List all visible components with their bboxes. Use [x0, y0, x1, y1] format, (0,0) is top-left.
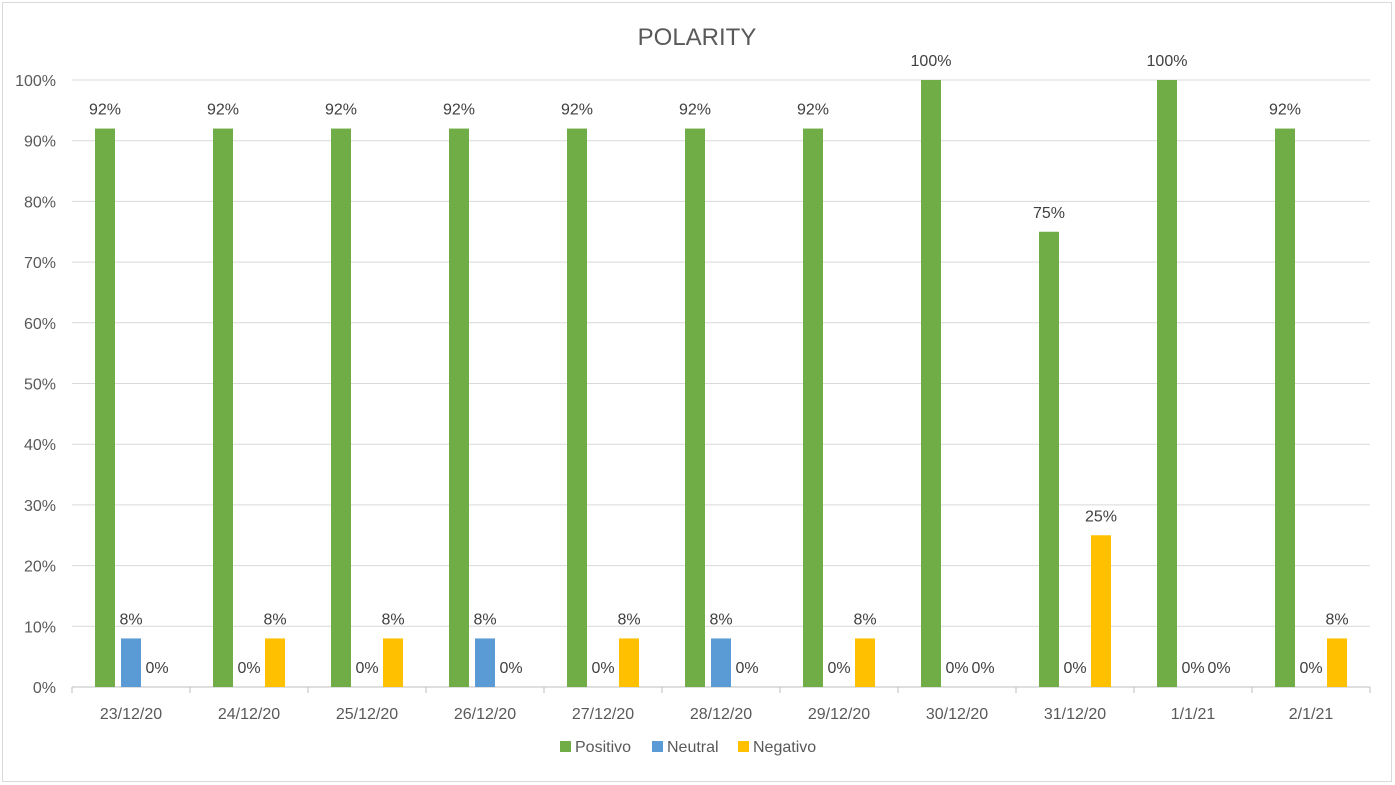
y-tick-label: 40% — [24, 437, 56, 454]
bar-negativo — [619, 638, 639, 687]
legend-item-neutral: Neutral — [652, 739, 719, 756]
bar-positivo — [331, 128, 351, 687]
data-label: 92% — [325, 102, 357, 119]
data-label: 0% — [237, 660, 260, 677]
bar-negativo — [1327, 638, 1347, 687]
data-label: 0% — [1063, 660, 1086, 677]
legend-label: Positivo — [575, 739, 631, 756]
data-labels: 92% 8% 0% 92% 0% 8% 92% 0% 8% 92% 8% 0% 92% 0% 8% 92% 8%… — [89, 53, 1349, 677]
data-label: 0% — [499, 660, 522, 677]
x-tick-label: 2/1/21 — [1289, 706, 1334, 723]
data-label: 92% — [1269, 102, 1301, 119]
y-tick-label: 20% — [24, 559, 56, 576]
x-tick-label: 30/12/20 — [926, 706, 988, 723]
x-tick-label: 24/12/20 — [218, 706, 280, 723]
x-tick-label: 29/12/20 — [808, 706, 870, 723]
y-tick-label: 100% — [15, 73, 56, 90]
legend-swatch — [560, 741, 571, 752]
data-label: 8% — [617, 611, 640, 628]
data-label: 92% — [207, 102, 239, 119]
data-label: 0% — [1181, 660, 1204, 677]
x-tick-label: 31/12/20 — [1044, 706, 1106, 723]
legend: Positivo Neutral Negativo — [560, 739, 816, 756]
y-tick-label: 30% — [24, 498, 56, 515]
bar-positivo — [1275, 128, 1295, 687]
data-label: 75% — [1033, 205, 1065, 222]
bar-positivo — [1157, 80, 1177, 687]
data-label: 8% — [853, 611, 876, 628]
data-label: 8% — [709, 611, 732, 628]
data-label: 100% — [1147, 53, 1188, 70]
data-label: 0% — [827, 660, 850, 677]
y-tick-label: 60% — [24, 316, 56, 333]
bar-neutral — [475, 638, 495, 687]
x-tick-label: 26/12/20 — [454, 706, 516, 723]
y-tick-label: 10% — [24, 619, 56, 636]
legend-item-negativo: Negativo — [738, 739, 816, 756]
bar-neutral — [121, 638, 141, 687]
data-label: 0% — [591, 660, 614, 677]
data-label: 0% — [945, 660, 968, 677]
data-label: 8% — [119, 611, 142, 628]
y-axis: 0% 10% 20% 30% 40% 50% 60% 70% 80% 90% 100% — [15, 73, 56, 697]
data-label: 0% — [1299, 660, 1322, 677]
y-tick-label: 0% — [33, 680, 56, 697]
data-label: 92% — [561, 102, 593, 119]
gridlines — [72, 79, 1370, 688]
bar-positivo — [803, 128, 823, 687]
data-label: 8% — [263, 611, 286, 628]
x-tick-label: 27/12/20 — [572, 706, 634, 723]
y-tick-label: 50% — [24, 377, 56, 394]
bar-negativo — [383, 638, 403, 687]
x-tick-label: 1/1/21 — [1171, 706, 1216, 723]
bar-negativo — [1091, 535, 1111, 687]
bar-positivo — [449, 128, 469, 687]
y-tick-label: 80% — [24, 194, 56, 211]
bar-negativo — [855, 638, 875, 687]
data-label: 0% — [971, 660, 994, 677]
x-axis: 23/12/20 24/12/20 25/12/20 26/12/20 27/12/20… — [71, 687, 1371, 723]
data-label: 0% — [735, 660, 758, 677]
data-label: 0% — [1207, 660, 1230, 677]
data-label: 25% — [1085, 508, 1117, 525]
data-label: 92% — [797, 102, 829, 119]
data-label: 8% — [1325, 611, 1348, 628]
data-label: 92% — [89, 102, 121, 119]
legend-label: Neutral — [667, 739, 719, 756]
legend-item-positivo: Positivo — [560, 739, 631, 756]
data-label: 100% — [911, 53, 952, 70]
bar-positivo — [1039, 231, 1059, 687]
bar-positivo — [567, 128, 587, 687]
bar-positivo — [95, 128, 115, 687]
bar-positivo — [213, 128, 233, 687]
data-label: 0% — [145, 660, 168, 677]
legend-swatch — [738, 741, 749, 752]
data-label: 0% — [355, 660, 378, 677]
bars — [95, 80, 1347, 687]
data-label: 92% — [679, 102, 711, 119]
bar-positivo — [921, 80, 941, 687]
x-tick-label: 28/12/20 — [690, 706, 752, 723]
bar-positivo — [685, 128, 705, 687]
x-tick-label: 25/12/20 — [336, 706, 398, 723]
data-label: 8% — [473, 611, 496, 628]
y-tick-label: 70% — [24, 255, 56, 272]
bar-negativo — [265, 638, 285, 687]
chart-title: POLARITY — [638, 24, 757, 51]
data-label: 92% — [443, 102, 475, 119]
y-tick-label: 90% — [24, 134, 56, 151]
legend-label: Negativo — [753, 739, 816, 756]
data-label: 8% — [381, 611, 404, 628]
x-tick-label: 23/12/20 — [100, 706, 162, 723]
legend-swatch — [652, 741, 663, 752]
bar-neutral — [711, 638, 731, 687]
